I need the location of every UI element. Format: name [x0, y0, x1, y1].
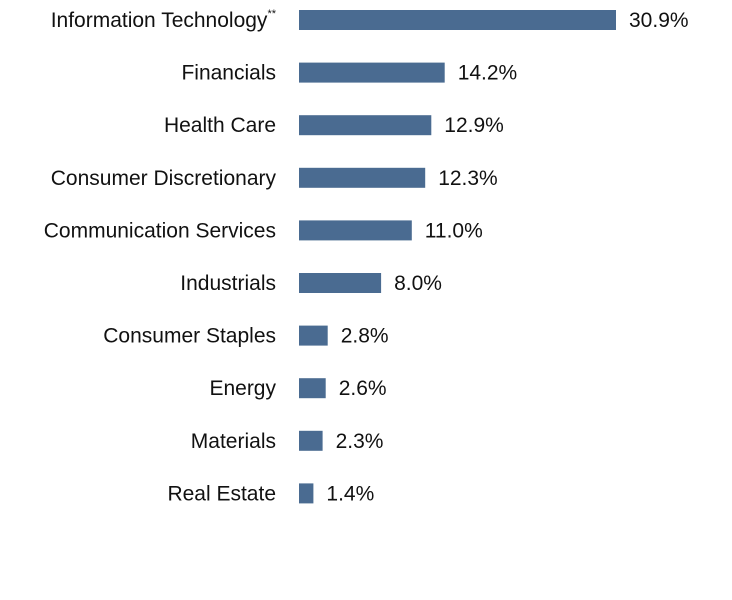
value-label: 2.8%: [341, 325, 389, 348]
value-label: 30.9%: [629, 9, 689, 32]
category-label: Communication Services: [44, 219, 276, 242]
bar: [299, 62, 445, 83]
bar: [299, 10, 616, 30]
bar: [299, 325, 328, 346]
bar: [299, 220, 412, 241]
value-label: 1.4%: [326, 482, 374, 505]
category-label: Consumer Staples: [103, 325, 276, 348]
bar: [299, 378, 326, 399]
value-label: 2.6%: [339, 377, 387, 400]
value-label: 8.0%: [394, 272, 442, 295]
value-label: 2.3%: [336, 430, 384, 453]
bar: [299, 483, 314, 504]
category-label: Health Care: [164, 114, 276, 137]
category-label: Real Estate: [167, 482, 276, 505]
bar: [299, 273, 382, 293]
footnote-marker: **: [267, 8, 276, 20]
category-label: Financials: [181, 62, 276, 85]
value-label: 14.2%: [458, 62, 518, 85]
value-label: 11.0%: [425, 219, 483, 242]
value-label: 12.9%: [444, 114, 504, 137]
category-label: Industrials: [180, 272, 276, 295]
bar: [299, 430, 323, 451]
category-label: Materials: [191, 430, 276, 453]
category-label: Consumer Discretionary: [51, 167, 277, 190]
category-label: Energy: [209, 377, 276, 400]
bar: [299, 115, 432, 136]
category-label: Information Technology**: [51, 8, 277, 32]
bar: [299, 167, 426, 188]
value-label: 12.3%: [438, 167, 498, 190]
